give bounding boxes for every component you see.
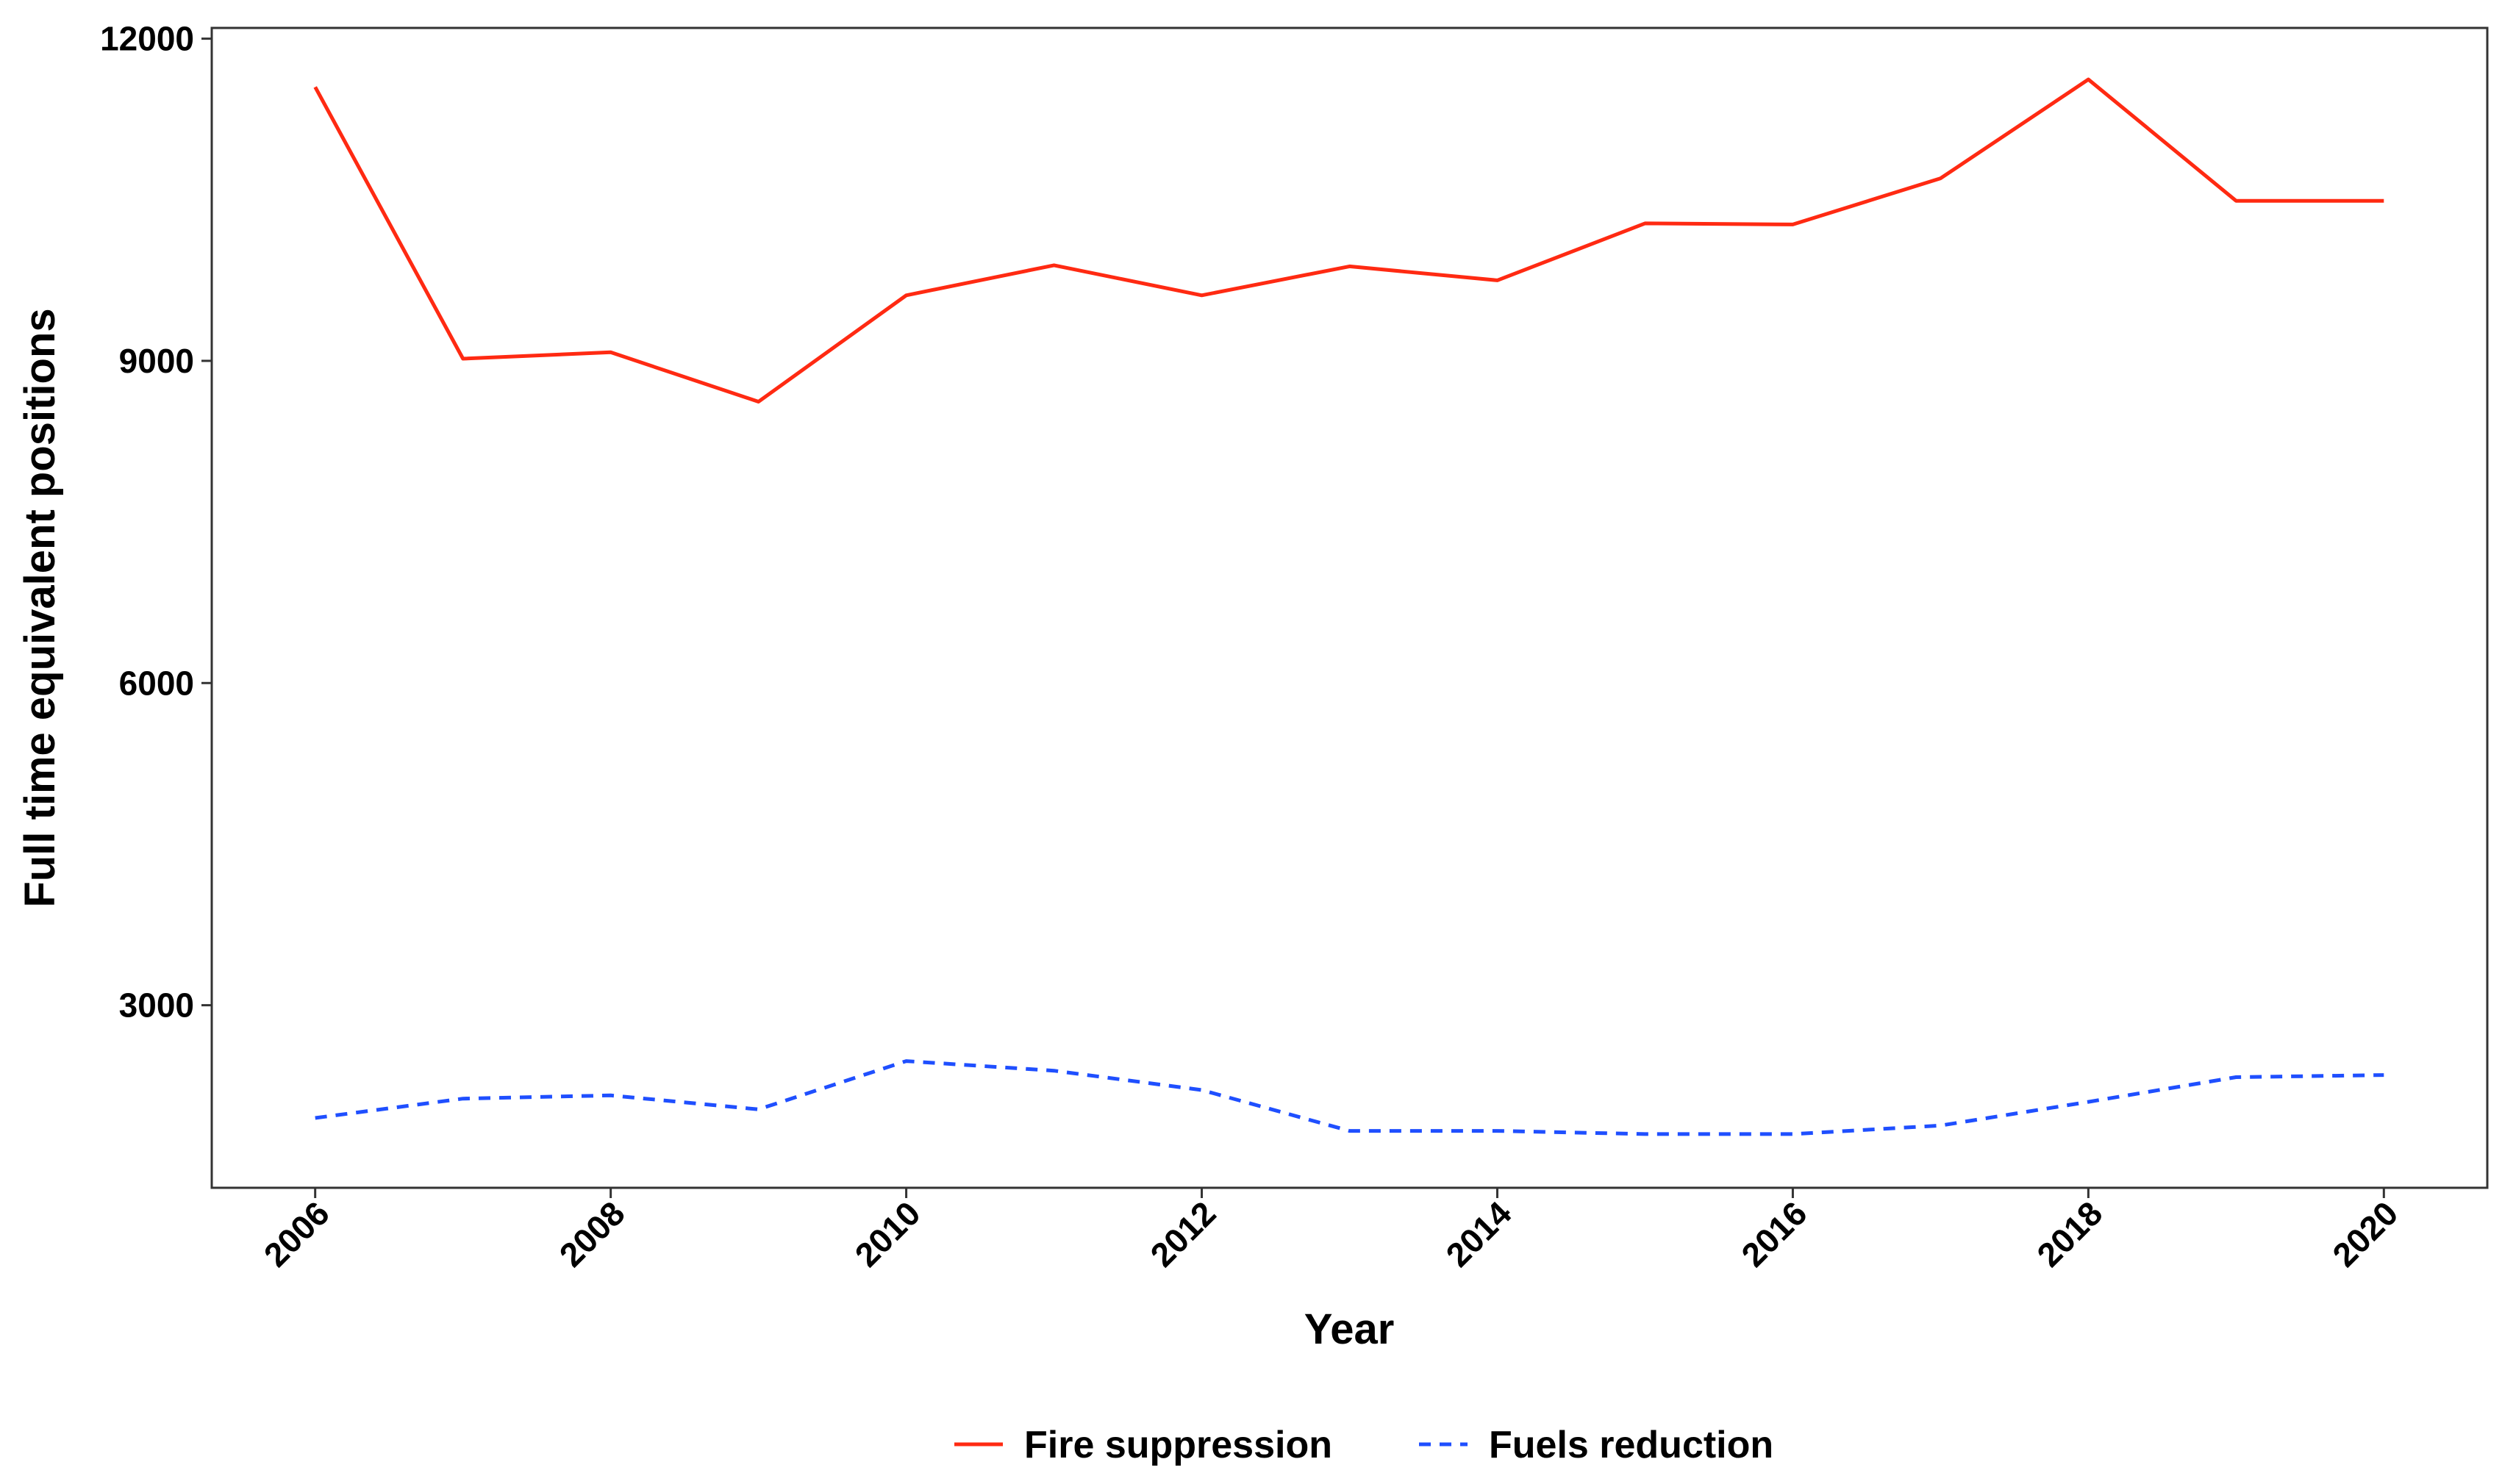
x-tick-label: 2014 bbox=[1438, 1194, 1518, 1274]
x-tick-label: 2016 bbox=[1734, 1194, 1814, 1274]
y-tick-label: 9000 bbox=[119, 342, 194, 380]
series-layer bbox=[313, 77, 2384, 1136]
x-axis-title: Year bbox=[1304, 1305, 1395, 1353]
plot-panel bbox=[210, 26, 2489, 1189]
x-tick-label: 2012 bbox=[1143, 1194, 1223, 1274]
legend-label: Fuels reduction bbox=[1489, 1424, 1773, 1466]
y-axis: 3000 6000 9000 12000 bbox=[100, 20, 212, 1025]
x-tick-label: 2018 bbox=[2029, 1194, 2109, 1274]
x-tick-label: 2006 bbox=[257, 1194, 337, 1274]
legend-label: Fire suppression bbox=[1024, 1424, 1332, 1466]
x-tick-label: 2010 bbox=[848, 1194, 928, 1274]
y-tick-label: 6000 bbox=[119, 664, 194, 702]
y-axis-title: Full time equivalent positions bbox=[16, 308, 64, 907]
y-tick-label: 12000 bbox=[100, 20, 194, 58]
series-line-fuels-reduction bbox=[315, 1059, 2384, 1136]
x-tick-label: 2020 bbox=[2325, 1194, 2405, 1274]
x-axis: 2006 2008 2010 2012 2014 2016 2018 2020 bbox=[257, 1188, 2405, 1274]
legend: Fire suppression Fuels reduction bbox=[954, 1424, 1773, 1466]
y-tick-label: 3000 bbox=[119, 986, 194, 1025]
series-line-fire-suppression bbox=[313, 77, 2384, 404]
x-tick-label: 2008 bbox=[552, 1194, 632, 1274]
